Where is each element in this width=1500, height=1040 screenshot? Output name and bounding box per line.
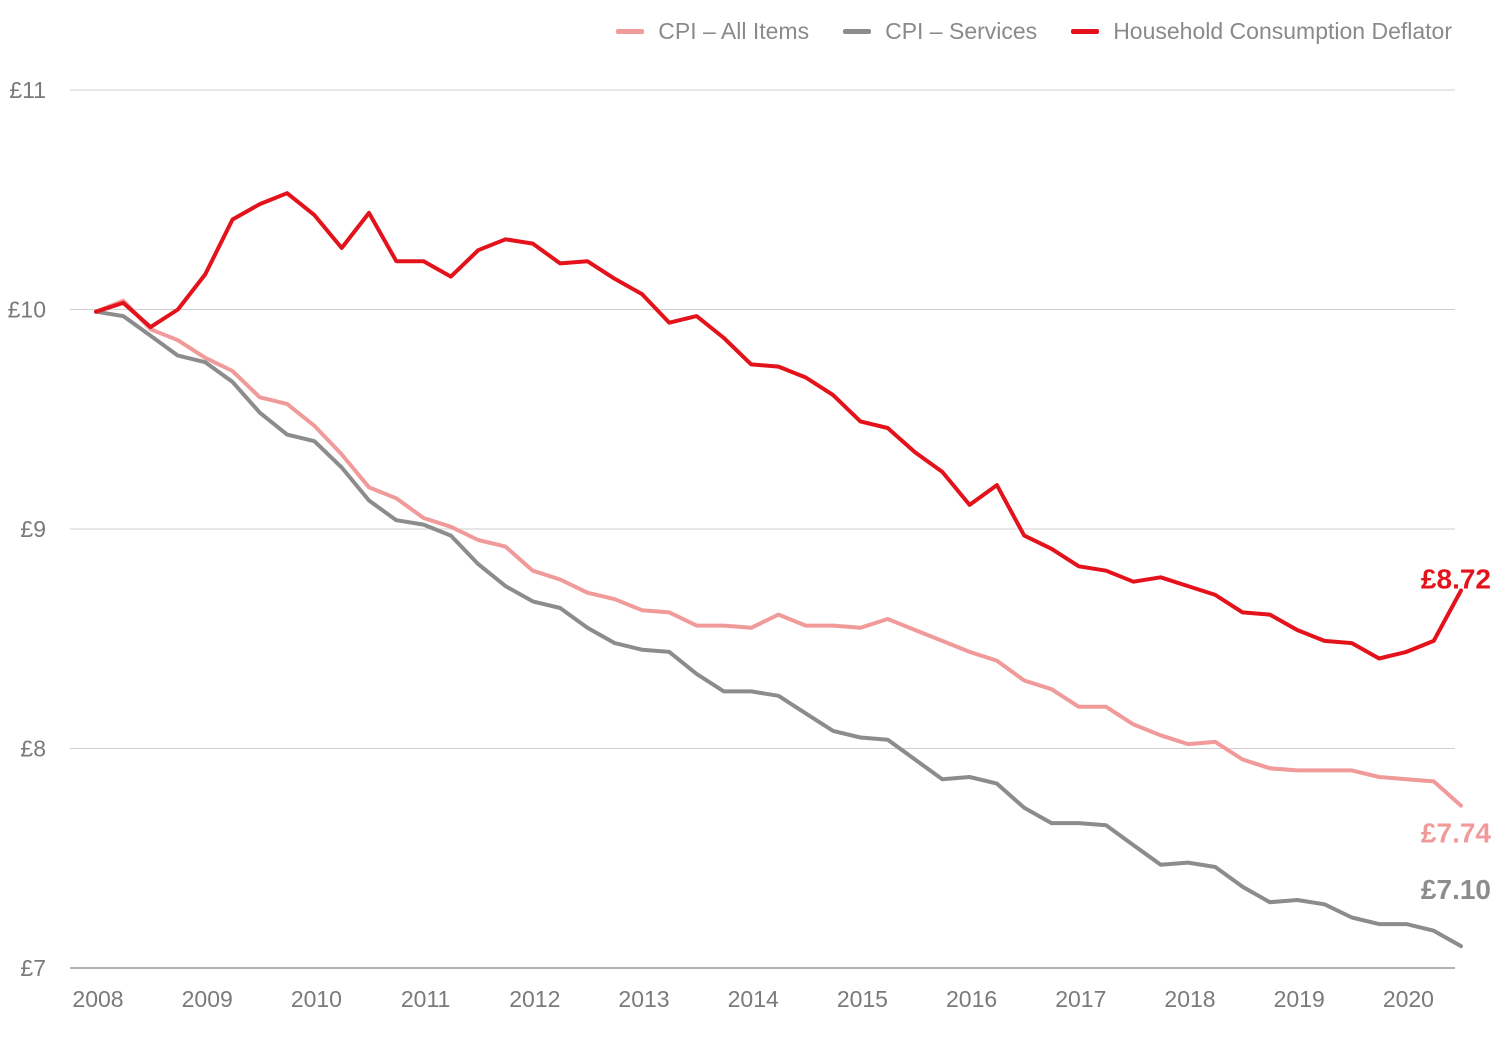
- x-tick-label: 2017: [1055, 986, 1106, 1012]
- end-label-household-consumption-deflator: £8.72: [1421, 563, 1491, 594]
- end-labels: £7.74 £7.10 £8.72: [1421, 563, 1491, 905]
- series-lines: [94, 191, 1463, 949]
- end-label-cpi-services: £7.10: [1421, 874, 1491, 905]
- y-tick-label: £7: [20, 955, 46, 981]
- x-tick-label: 2012: [509, 986, 560, 1012]
- x-tick-label: 2009: [182, 986, 233, 1012]
- series-line-household-consumption-deflator[interactable]: [94, 191, 1463, 661]
- legend-item-household-deflator[interactable]: Household Consumption Deflator: [1071, 18, 1452, 45]
- x-tick-label: 2016: [946, 986, 997, 1012]
- x-tick-label: 2018: [1164, 986, 1215, 1012]
- legend-label-cpi-all-items: CPI – All Items: [658, 18, 810, 44]
- legend-swatch-cpi-services: [843, 29, 872, 34]
- x-tick-label: 2010: [291, 986, 342, 1012]
- legend-swatch-cpi-all-items: [616, 29, 645, 34]
- x-tick-label: 2019: [1274, 986, 1325, 1012]
- x-tick-label: 2013: [618, 986, 669, 1012]
- x-tick-label: 2020: [1383, 986, 1434, 1012]
- x-tick-label: 2015: [837, 986, 888, 1012]
- legend-label-household-deflator: Household Consumption Deflator: [1113, 18, 1452, 44]
- y-axis: £7 £8 £9 £10 £11: [8, 77, 46, 981]
- series-line-cpi-all-items[interactable]: [94, 298, 1463, 808]
- x-tick-label: 2011: [401, 986, 450, 1012]
- legend-item-cpi-all-items[interactable]: CPI – All Items: [616, 18, 809, 45]
- y-tick-label: £10: [8, 297, 46, 323]
- series-line-cpi-services[interactable]: [94, 309, 1463, 949]
- x-tick-label: 2008: [72, 986, 123, 1012]
- y-tick-label: £8: [20, 736, 46, 762]
- legend: CPI – All Items CPI – Services Household…: [616, 18, 1452, 45]
- legend-item-cpi-services[interactable]: CPI – Services: [843, 18, 1037, 45]
- y-tick-label: £11: [9, 77, 46, 103]
- y-tick-label: £9: [20, 516, 46, 542]
- x-axis: 2008 2009 2010 2011 2012 2013 2014 2015 2016 2017…: [72, 986, 1434, 1012]
- end-label-cpi-all-items: £7.74: [1421, 818, 1491, 849]
- legend-label-cpi-services: CPI – Services: [885, 18, 1038, 44]
- legend-swatch-household-deflator: [1071, 29, 1100, 34]
- gridlines: [70, 89, 1455, 969]
- x-tick-label: 2014: [728, 986, 779, 1012]
